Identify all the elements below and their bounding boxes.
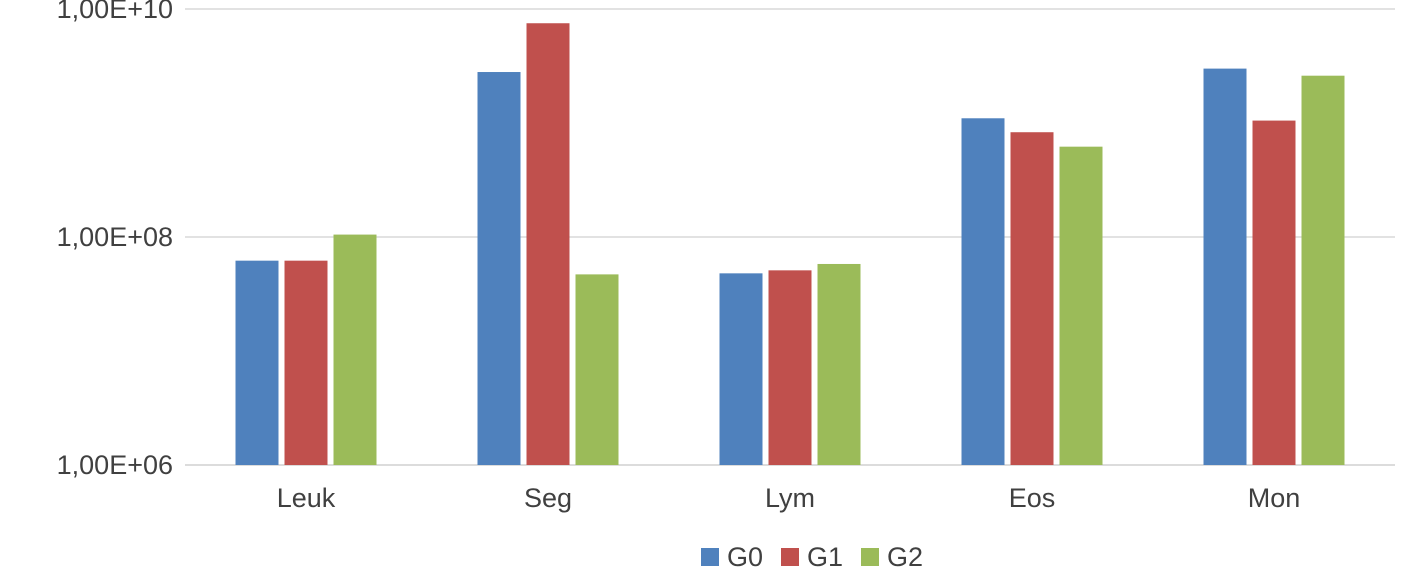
legend-label-g0: G0 bbox=[727, 542, 763, 572]
legend-swatch-g2 bbox=[861, 548, 879, 566]
bar-g1-eos bbox=[1010, 132, 1054, 465]
bars bbox=[235, 23, 1345, 466]
bar-g0-leuk bbox=[235, 260, 279, 465]
y-tick-label: 1,00E+10 bbox=[57, 0, 173, 24]
bar-g1-seg bbox=[526, 23, 570, 466]
bar-g1-lym bbox=[768, 270, 812, 465]
x-category-label: Seg bbox=[524, 483, 572, 513]
legend-swatch-g1 bbox=[781, 548, 799, 566]
y-tick-label: 1,00E+08 bbox=[57, 222, 173, 252]
bar-g2-seg bbox=[575, 274, 619, 465]
bar-g1-leuk bbox=[284, 260, 328, 465]
bar-g2-mon bbox=[1301, 75, 1345, 465]
legend-label-g2: G2 bbox=[887, 542, 923, 572]
bar-g0-lym bbox=[719, 273, 763, 465]
axes: 1,00E+06 1,00E+08 1,00E+10 Leuk Seg Lym Eos Mon bbox=[57, 0, 1301, 513]
x-category-label: Leuk bbox=[277, 483, 336, 513]
bar-g2-leuk bbox=[333, 234, 377, 465]
legend-swatch-g0 bbox=[701, 548, 719, 566]
bar-g0-seg bbox=[477, 72, 521, 465]
bar-g2-lym bbox=[817, 263, 861, 465]
legend-label-g1: G1 bbox=[807, 542, 843, 572]
x-category-label: Mon bbox=[1248, 483, 1301, 513]
legend: G0 G1 G2 bbox=[701, 542, 923, 572]
x-category-label: Eos bbox=[1009, 483, 1056, 513]
bar-g1-mon bbox=[1252, 120, 1296, 466]
bar-g2-eos bbox=[1059, 146, 1103, 465]
bar-g0-eos bbox=[961, 118, 1005, 465]
bar-g0-mon bbox=[1203, 68, 1247, 465]
y-tick-label: 1,00E+06 bbox=[57, 450, 173, 480]
x-category-label: Lym bbox=[765, 483, 815, 513]
